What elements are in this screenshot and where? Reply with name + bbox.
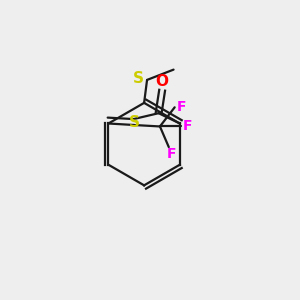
Text: F: F <box>167 146 176 161</box>
Text: O: O <box>156 74 169 89</box>
Text: F: F <box>182 119 192 134</box>
Text: F: F <box>176 100 186 114</box>
Text: S: S <box>133 71 144 86</box>
Text: S: S <box>128 115 140 130</box>
